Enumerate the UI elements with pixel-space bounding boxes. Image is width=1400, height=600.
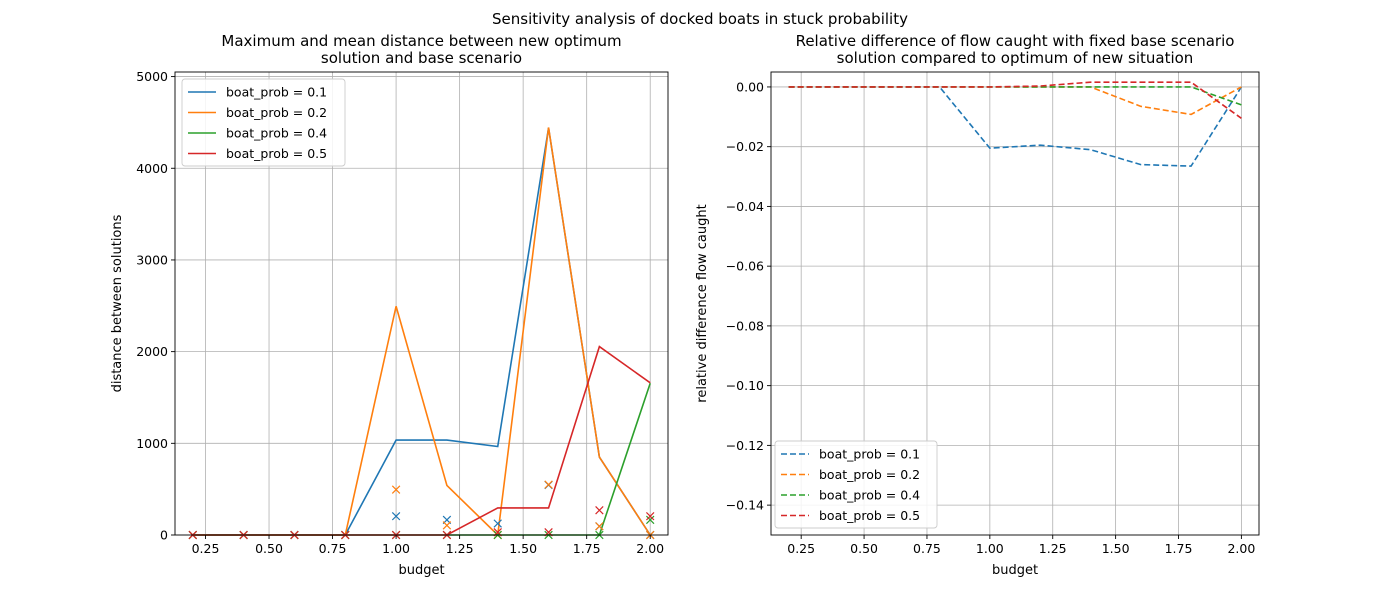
chart0-legend-label-3: boat_prob = 0.5 xyxy=(226,146,327,161)
left-chart-panel: 0.25 0.50 0.75 1.00 1.25 1.50 1.75 2.00 0 1000 200… xyxy=(110,32,669,578)
chart1-legend-label-0: boat_prob = 0.1 xyxy=(819,447,920,462)
chart0-xtick-label-3: 1.00 xyxy=(382,541,410,556)
chart0-marker-s1-p4 xyxy=(391,485,401,494)
chart1-legend-label-2: boat_prob = 0.4 xyxy=(819,488,920,503)
chart1-xtick-label-3: 1.00 xyxy=(976,541,1004,556)
chart0-marker-s2-p9 xyxy=(645,515,655,525)
chart1-ytick-label-5: −0.10 xyxy=(726,378,764,393)
chart1-xtick-label-0: 0.25 xyxy=(787,541,815,556)
chart1-ytick-label-0: 0.00 xyxy=(736,79,764,94)
chart0-marker-s1-p8 xyxy=(595,522,604,531)
chart0-xtick-label-0: 0.25 xyxy=(192,541,220,556)
chart1-legend-label-1: boat_prob = 0.2 xyxy=(819,467,920,482)
chart0-ytick-label-4: 4000 xyxy=(136,161,168,176)
chart1-axes-frame xyxy=(770,71,1260,536)
chart0-axes-frame xyxy=(174,71,669,536)
chart1-title-line2: solution compared to optimum of new situ… xyxy=(837,49,1194,67)
chart0-xtick-label-4: 1.25 xyxy=(446,541,474,556)
chart1-title-line1: Relative difference of flow caught with … xyxy=(796,32,1235,50)
chart1-ytick-label-6: −0.12 xyxy=(726,438,764,453)
chart1-xtick-label-2: 0.75 xyxy=(913,541,941,556)
chart0-xlabel: budget xyxy=(398,563,444,578)
chart0-marker-s1-p5 xyxy=(442,521,452,530)
chart0-ytick-label-3: 3000 xyxy=(136,252,168,267)
chart1-series-line-3 xyxy=(788,81,1242,119)
chart1-ylabel: relative difference flow caught xyxy=(695,204,710,402)
chart1-ytick-label-4: −0.08 xyxy=(726,318,764,333)
chart1-xtick-label-4: 1.25 xyxy=(1039,541,1067,556)
chart1-xtick-label-7: 2.00 xyxy=(1227,541,1255,556)
chart0-ytick-label-1: 1000 xyxy=(136,436,168,451)
chart0-title-line2: solution and base scenario xyxy=(321,49,522,67)
chart1-legend: boat_prob = 0.1 boat_prob = 0.2 boat_prob … xyxy=(774,440,938,529)
chart1-ytick-label-3: −0.06 xyxy=(726,259,764,274)
chart0-marker-s3-p9 xyxy=(645,511,655,521)
chart1-xtick-label-6: 1.75 xyxy=(1165,541,1193,556)
chart0-marker-s0-p4 xyxy=(391,511,401,521)
chart0-marker-s3-p8 xyxy=(595,506,604,515)
chart0-legend-box xyxy=(181,78,346,167)
chart0-legend-label-2: boat_prob = 0.4 xyxy=(226,126,327,141)
chart0-xtick-label-6: 1.75 xyxy=(573,541,601,556)
right-chart-panel: 0.25 0.50 0.75 1.00 1.25 1.50 1.75 2.00 0.00 −0.0… xyxy=(695,32,1260,578)
chart0-legend-label-1: boat_prob = 0.2 xyxy=(226,105,327,120)
chart0-xtick-label-1: 0.50 xyxy=(255,541,283,556)
chart1-ytick-label-7: −0.14 xyxy=(726,498,764,513)
chart0-ytick-label-2: 2000 xyxy=(136,344,168,359)
chart0-ylabel: distance between solutions xyxy=(110,214,125,392)
chart1-xlabel: budget xyxy=(992,563,1038,578)
chart1-xtick-label-1: 0.50 xyxy=(850,541,878,556)
chart0-title-line1: Maximum and mean distance between new op… xyxy=(221,32,621,50)
chart1-xtick-label-5: 1.50 xyxy=(1102,541,1130,556)
chart0-marker-s0-p6 xyxy=(493,519,502,528)
chart0-legend-label-0: boat_prob = 0.1 xyxy=(226,85,327,100)
chart1-legend-label-3: boat_prob = 0.5 xyxy=(819,508,920,523)
chart1-legend-box xyxy=(774,440,938,529)
chart0-legend: boat_prob = 0.1 boat_prob = 0.2 boat_prob … xyxy=(181,78,346,167)
chart0-xtick-label-7: 2.00 xyxy=(636,541,664,556)
chart0-ytick-label-0: 0 xyxy=(160,528,168,543)
figure-suptitle: Sensitivity analysis of docked boats in … xyxy=(492,10,908,28)
chart1-ytick-label-1: −0.02 xyxy=(726,139,764,154)
chart0-marker-s1-p7 xyxy=(544,480,553,489)
chart0-xtick-label-2: 0.75 xyxy=(319,541,347,556)
chart1-ytick-label-2: −0.04 xyxy=(726,199,764,214)
chart0-xtick-label-5: 1.50 xyxy=(509,541,537,556)
chart0-ytick-label-5: 5000 xyxy=(136,69,168,84)
